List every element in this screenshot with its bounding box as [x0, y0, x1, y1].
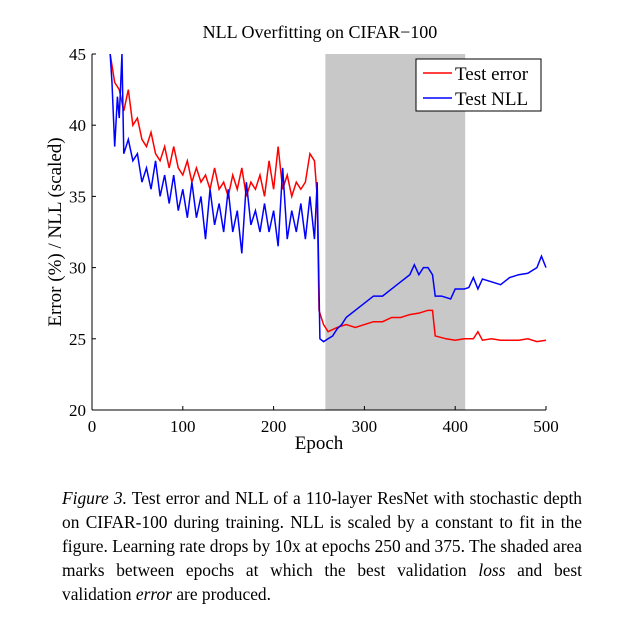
caption-emphasis-error: error: [135, 584, 172, 604]
x-tick-label: 0: [88, 417, 97, 436]
x-tick-label: 200: [261, 417, 287, 436]
legend: Test error Test NLL: [415, 58, 542, 112]
y-tick-label: 45: [69, 45, 86, 64]
y-tick-label: 20: [69, 401, 86, 420]
series-line-test-error: [109, 53, 547, 343]
y-tick-label: 40: [69, 116, 86, 135]
y-tick-label: 30: [69, 259, 86, 278]
y-tick-label: 35: [69, 187, 86, 206]
figure-caption: Figure 3. Test error and NLL of a 110-la…: [62, 486, 582, 606]
x-tick-label: 500: [533, 417, 559, 436]
x-tick-label: 100: [170, 417, 196, 436]
x-tick-label: 400: [442, 417, 468, 436]
chart: NLL Overfitting on CIFAR−100 0 100 200 300 4…: [45, 22, 559, 454]
x-axis-label: Epoch: [295, 433, 344, 454]
series-line-test-nll: [109, 53, 547, 343]
y-tick-label: 25: [69, 330, 86, 349]
caption-text: are produced.: [171, 584, 271, 604]
caption-emphasis-loss: loss: [478, 560, 506, 580]
legend-label-test-nll: Test NLL: [455, 89, 528, 110]
legend-label-test-error: Test error: [455, 64, 529, 85]
x-tick-label: 300: [352, 417, 378, 436]
y-axis-label: Error (%) / NLL (scaled): [45, 137, 66, 326]
caption-text: and best validation: [62, 560, 582, 604]
caption-label: Figure 3.: [62, 488, 127, 508]
shaded-region: [325, 54, 466, 410]
chart-title: NLL Overfitting on CIFAR−100: [203, 22, 438, 42]
caption-text: Test error and NLL of a 110-layer ResNet…: [62, 488, 583, 580]
